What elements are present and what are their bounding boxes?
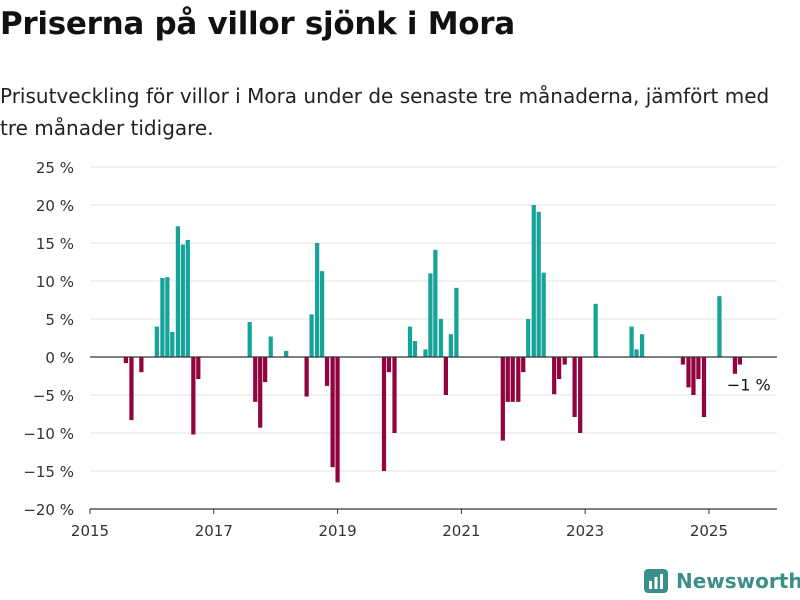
bar [386, 357, 392, 373]
bar [732, 357, 738, 374]
bar [407, 326, 413, 357]
bar [500, 357, 505, 441]
bar [160, 277, 165, 357]
bar [330, 357, 335, 468]
newsworthy-logo-text: Newsworthy [676, 569, 800, 593]
bar [196, 357, 201, 380]
bar [412, 341, 418, 357]
y-tick-label: 10 % [36, 273, 74, 291]
bar [258, 357, 263, 428]
y-tick-label: 20 % [36, 197, 74, 215]
x-tick-label: 2015 [71, 522, 109, 540]
bar [521, 357, 526, 373]
bar [557, 357, 562, 380]
bar [154, 326, 159, 357]
bar [185, 239, 190, 357]
bar [315, 243, 320, 357]
bar [263, 357, 268, 383]
bar [454, 287, 459, 357]
bar [593, 303, 598, 357]
bar [691, 357, 696, 395]
bar [268, 336, 273, 357]
bar [562, 357, 567, 365]
bar [448, 334, 453, 357]
bar [552, 357, 557, 395]
bar [180, 244, 185, 357]
bar [701, 357, 707, 418]
bar-chart: 25 % 20 % 15 % 10 % 5 % 0 % −5 % −10 % −15 % −20 … [23, 159, 777, 540]
bar [319, 271, 325, 357]
bar [381, 357, 387, 471]
bar [629, 326, 634, 357]
bar [428, 273, 433, 357]
x-tick-label: 2023 [566, 522, 604, 540]
bar [438, 319, 444, 357]
x-tick-label: 2019 [318, 522, 356, 540]
bar [510, 357, 515, 402]
y-axis-ticks: 25 % 20 % 15 % 10 % 5 % 0 % −5 % −10 % −15 % −20 … [23, 159, 74, 519]
bar [516, 357, 521, 402]
bar [129, 357, 134, 421]
x-tick-label: 2025 [690, 522, 728, 540]
bar [433, 249, 438, 357]
bar [526, 319, 531, 357]
bar [309, 314, 314, 357]
y-tick-label: −10 % [23, 425, 74, 443]
bar [686, 357, 691, 388]
y-tick-label: −20 % [23, 501, 74, 519]
bar [191, 357, 196, 435]
bar [247, 322, 252, 357]
x-tick-label: 2021 [442, 522, 480, 540]
bar [170, 331, 175, 357]
bars [123, 205, 742, 483]
y-tick-label: 25 % [36, 159, 74, 177]
newsworthy-logo-icon [644, 569, 668, 593]
bar [392, 357, 397, 433]
bar [578, 357, 583, 433]
x-tick-label: 2017 [195, 522, 233, 540]
y-tick-label: 0 % [45, 349, 74, 367]
bar [139, 357, 144, 373]
bar [253, 357, 258, 402]
bar [175, 226, 180, 357]
bar [505, 357, 510, 402]
chart-title: Priserna på villor sjönk i Mora [0, 6, 515, 42]
newsworthy-logo: Newsworthy [644, 569, 800, 593]
bar [123, 357, 129, 364]
bar [531, 205, 536, 357]
bar [423, 349, 428, 357]
y-tick-label: −15 % [23, 463, 74, 481]
bar [639, 334, 645, 357]
bar [541, 272, 546, 357]
bar [680, 357, 686, 365]
x-axis-ticks: 2015 2017 2019 2021 2023 2025 [71, 509, 728, 540]
bar [324, 357, 330, 386]
axes [90, 356, 777, 510]
y-tick-label: −5 % [33, 387, 74, 405]
y-tick-label: 5 % [45, 311, 74, 329]
bar [165, 277, 170, 357]
latest-value-label: −1 % [727, 376, 771, 395]
bar [443, 357, 448, 395]
bar [696, 357, 701, 380]
bar [737, 357, 742, 365]
bar [335, 357, 340, 483]
bar [284, 350, 289, 357]
bar [572, 357, 577, 418]
bar [634, 349, 639, 357]
y-tick-label: 15 % [36, 235, 74, 253]
bar [717, 296, 722, 357]
bar [536, 211, 541, 357]
bar [304, 357, 309, 397]
chart-subtitle: Prisutveckling för villor i Mora under d… [0, 84, 770, 140]
